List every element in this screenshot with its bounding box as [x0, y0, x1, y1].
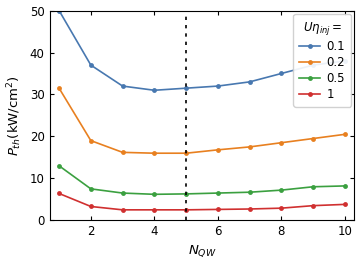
Line: 0.1: 0.1: [57, 8, 347, 93]
0.2: [343, 133, 347, 136]
0.2: [89, 139, 93, 142]
1: [216, 208, 220, 211]
0.5: [89, 187, 93, 191]
Line: 0.5: 0.5: [57, 163, 347, 197]
1: [279, 207, 284, 210]
0.1: [121, 85, 125, 88]
0.2: [57, 87, 61, 90]
Y-axis label: $P_{th}(\mathrm{kW/cm}^2)$: $P_{th}(\mathrm{kW/cm}^2)$: [5, 75, 24, 156]
1: [343, 203, 347, 206]
1: [311, 204, 315, 207]
0.1: [184, 87, 188, 90]
0.1: [216, 85, 220, 88]
Legend: 0.1, 0.2, 0.5, 1: 0.1, 0.2, 0.5, 1: [293, 14, 351, 107]
Line: 1: 1: [57, 191, 347, 212]
1: [89, 205, 93, 208]
0.1: [89, 64, 93, 67]
0.1: [343, 59, 347, 63]
1: [121, 208, 125, 211]
0.5: [216, 192, 220, 195]
0.2: [121, 151, 125, 154]
0.5: [121, 192, 125, 195]
1: [152, 208, 157, 211]
0.1: [152, 89, 157, 92]
0.5: [152, 193, 157, 196]
0.5: [279, 188, 284, 192]
1: [247, 207, 252, 211]
0.2: [216, 148, 220, 151]
0.1: [247, 80, 252, 83]
0.1: [279, 72, 284, 75]
X-axis label: $N_{QW}$: $N_{QW}$: [188, 244, 216, 259]
0.2: [311, 137, 315, 140]
0.5: [311, 185, 315, 188]
0.2: [152, 152, 157, 155]
0.2: [279, 141, 284, 144]
0.5: [184, 192, 188, 196]
0.5: [247, 191, 252, 194]
1: [57, 192, 61, 195]
0.1: [57, 9, 61, 12]
0.2: [247, 145, 252, 148]
Line: 0.2: 0.2: [57, 86, 347, 156]
0.5: [57, 164, 61, 167]
0.5: [343, 184, 347, 188]
0.1: [311, 64, 315, 67]
0.2: [184, 152, 188, 155]
1: [184, 208, 188, 211]
